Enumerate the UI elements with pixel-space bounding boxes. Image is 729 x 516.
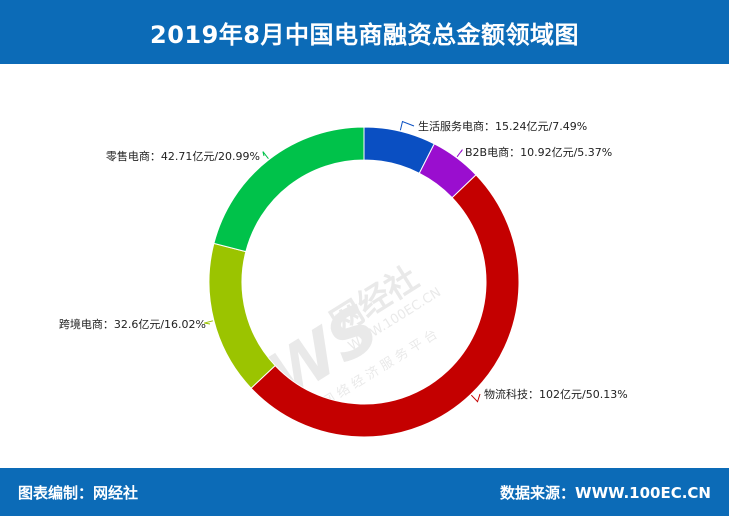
donut-slice-4 xyxy=(213,126,365,253)
slice-label-3: 跨境电商：32.6亿元/16.02% xyxy=(59,317,206,331)
footer-bar: 图表编制：网经社 数据来源：WWW.100EC.CN xyxy=(0,468,729,516)
donut-slice-3 xyxy=(208,242,276,389)
leader-line-2 xyxy=(470,393,481,403)
slice-label-2: 物流科技：102亿元/50.13% xyxy=(484,387,628,401)
chart-area: WS 网经社 WWW.100EC.CN 网 络 经 济 服 务 平 台 生活服务… xyxy=(0,64,729,468)
leader-line-0 xyxy=(399,120,415,131)
slice-label-1: B2B电商：10.92亿元/5.37% xyxy=(465,145,612,159)
footer-credit: 图表编制：网经社 xyxy=(18,484,139,502)
slice-label-0: 生活服务电商：15.24亿元/7.49% xyxy=(418,119,587,133)
leader-line-1 xyxy=(456,149,463,158)
donut-slices xyxy=(208,126,520,438)
leader-lines xyxy=(204,120,481,403)
slice-label-4: 零售电商：42.71亿元/20.99% xyxy=(106,149,260,163)
leader-line-4 xyxy=(262,151,269,160)
footer-source: 数据来源：WWW.100EC.CN xyxy=(500,484,711,502)
data-labels: 生活服务电商：15.24亿元/7.49% B2B电商：10.92亿元/5.37% 物… xyxy=(59,119,628,401)
chart-title: 2019年8月中国电商融资总金额领域图 xyxy=(0,0,729,64)
leader-line-3 xyxy=(204,320,214,325)
donut-slice-2 xyxy=(250,174,520,438)
watermark: WS 网经社 WWW.100EC.CN 网 络 经 济 服 务 平 台 xyxy=(254,258,444,415)
donut-chart: WS 网经社 WWW.100EC.CN 网 络 经 济 服 务 平 台 生活服务… xyxy=(59,119,628,438)
